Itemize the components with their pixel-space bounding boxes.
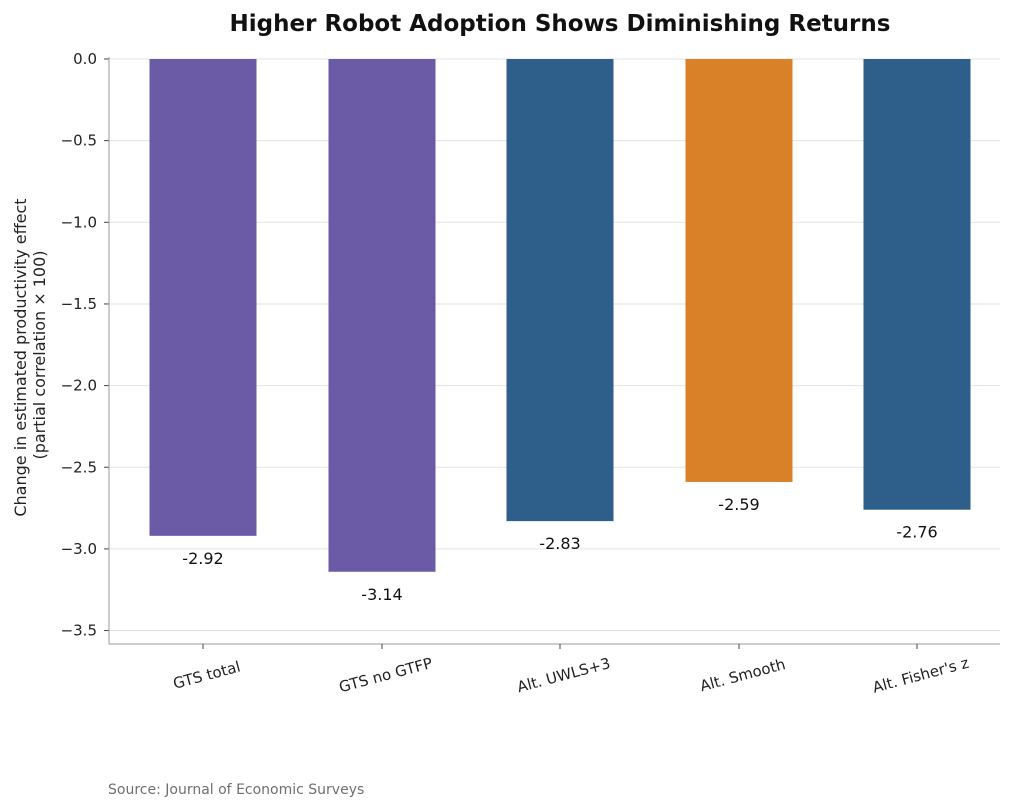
y-axis: 0.0 −0.5 −1.0 −1.5 −2.0 −2.5 −3.0 −3.5 — [61, 50, 110, 644]
y-tick-label: −2.5 — [61, 458, 97, 476]
data-label: -2.83 — [539, 534, 580, 553]
x-axis: GTS total GTS no GTFP Alt. UWLS+3 Alt. Smoo… — [109, 643, 1000, 697]
bar — [863, 59, 971, 510]
y-tick-label: −3.0 — [61, 540, 97, 558]
bar — [328, 59, 436, 572]
data-label: -3.14 — [361, 585, 402, 604]
x-tick-label: GTS total — [171, 658, 242, 693]
source-note: Source: Journal of Economic Surveys — [108, 782, 365, 798]
x-tick-label: Alt. Smooth — [698, 655, 787, 695]
bars — [149, 59, 971, 572]
x-tick-label: Alt. Fisher's z — [871, 654, 971, 697]
data-label: -2.76 — [896, 523, 937, 542]
x-tick-label: GTS no GTFP — [337, 654, 434, 696]
bar — [685, 59, 793, 482]
y-tick-label: −1.0 — [61, 213, 97, 231]
x-tick-label: Alt. UWLS+3 — [515, 654, 612, 696]
y-axis-label: Change in estimated productivity effect … — [11, 193, 49, 516]
y-axis-label-line-1: Change in estimated productivity effect — [11, 198, 30, 516]
y-tick-label: 0.0 — [73, 50, 97, 68]
data-labels: -2.92 -3.14 -2.83 -2.59 -2.76 — [182, 495, 937, 604]
y-tick-label: −0.5 — [61, 132, 97, 150]
y-axis-label-line-2: (partial correlation × 100) — [30, 250, 49, 459]
chart-title: Higher Robot Adoption Shows Diminishing … — [230, 11, 891, 37]
data-label: -2.59 — [718, 495, 759, 514]
data-label: -2.92 — [182, 549, 223, 568]
y-tick-label: −3.5 — [61, 622, 97, 640]
y-tick-label: −1.5 — [61, 295, 97, 313]
y-tick-label: −2.0 — [61, 377, 97, 395]
bar — [506, 59, 614, 522]
bar — [149, 59, 257, 536]
